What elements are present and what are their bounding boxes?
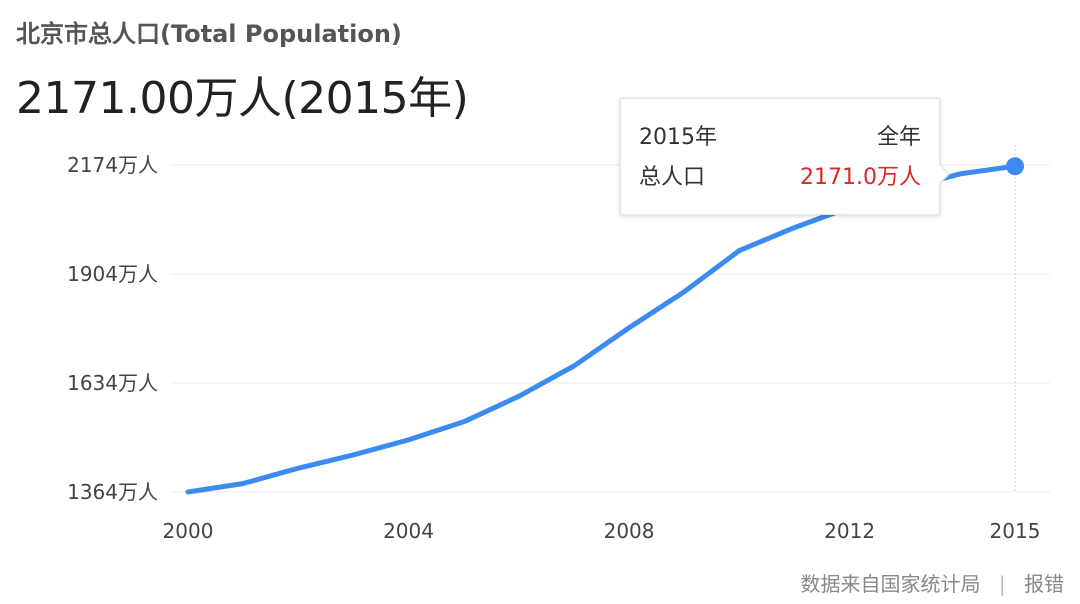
tooltip-period: 全年	[876, 125, 921, 150]
x-tick-label: 2000	[163, 519, 214, 543]
chart-title: 北京市总人口(Total Population)	[16, 20, 402, 48]
x-tick-label: 2015	[990, 519, 1041, 543]
tooltip-metric: 总人口	[639, 165, 706, 190]
data-source: 数据来自国家统计局	[800, 572, 981, 596]
x-axis-ticks: 2000 2004 2008 2012 2015	[163, 519, 1041, 543]
tooltip-pointer	[938, 163, 950, 185]
footer-separator: |	[998, 572, 1006, 596]
x-tick-label: 2012	[824, 519, 875, 543]
tooltip-year: 2015年	[639, 125, 717, 150]
y-axis-ticks: 1364万人 1634万人 1904万人 2174万人	[67, 153, 158, 504]
current-value: 2171.00万人(2015年)	[16, 73, 469, 124]
x-tick-label: 2008	[604, 519, 655, 543]
y-tick-label: 2174万人	[67, 153, 158, 177]
series-line	[185, 163, 1018, 495]
highlight-point[interactable]	[1006, 157, 1024, 176]
footer: 数据来自国家统计局 | 报错	[801, 568, 1064, 597]
tooltip-value: 2171.0万人	[800, 165, 921, 190]
report-error-link[interactable]: 报错	[1024, 572, 1064, 596]
data-tooltip: 2015年 全年 总人口 2171.0万人	[620, 98, 950, 215]
y-tick-label: 1364万人	[67, 480, 158, 504]
y-tick-label: 1904万人	[67, 262, 158, 286]
y-tick-label: 1634万人	[67, 371, 158, 395]
x-tick-label: 2004	[383, 519, 434, 543]
